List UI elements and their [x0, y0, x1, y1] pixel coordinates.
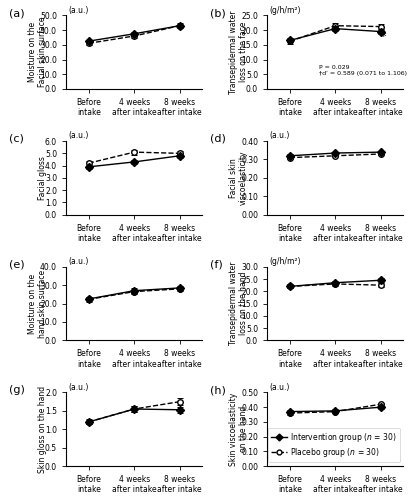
Text: (e): (e) [9, 260, 25, 270]
Y-axis label: Skin viscoelasticity
on the hand: Skin viscoelasticity on the hand [229, 392, 248, 466]
Y-axis label: Facial skin
viscoelasticity: Facial skin viscoelasticity [229, 150, 248, 205]
Text: (g/h/m²): (g/h/m²) [270, 257, 301, 266]
Text: (a.u.): (a.u.) [69, 132, 89, 140]
Y-axis label: Transepidermal water
loss on the face: Transepidermal water loss on the face [229, 10, 248, 94]
Text: (a.u.): (a.u.) [270, 132, 290, 140]
Legend: Intervention group ($n$ = 30), Placebo group ($n$ = 30): Intervention group ($n$ = 30), Placebo g… [268, 428, 400, 462]
Text: (f): (f) [210, 260, 222, 270]
Text: (a): (a) [9, 8, 25, 18]
Text: (a.u.): (a.u.) [69, 6, 89, 15]
Y-axis label: Moisture on the
Facial skin surface: Moisture on the Facial skin surface [27, 17, 47, 88]
Text: (h): (h) [210, 385, 226, 395]
Text: (d): (d) [210, 134, 226, 143]
Y-axis label: Facial gloss: Facial gloss [38, 156, 47, 200]
Text: (a.u.): (a.u.) [270, 382, 290, 392]
Text: (g/h/m²): (g/h/m²) [270, 6, 301, 15]
Text: (c): (c) [9, 134, 24, 143]
Text: P = 0.029
†dʹ = 0.589 (0.071 to 1.106): P = 0.029 †dʹ = 0.589 (0.071 to 1.106) [319, 66, 407, 76]
Y-axis label: Skin gloss on the hand: Skin gloss on the hand [38, 386, 47, 473]
Y-axis label: Moisture on the
hand skin surface: Moisture on the hand skin surface [27, 270, 47, 338]
Text: (a.u.): (a.u.) [69, 257, 89, 266]
Text: (a.u.): (a.u.) [69, 382, 89, 392]
Y-axis label: Transepidermal water
loss on the hand: Transepidermal water loss on the hand [229, 262, 248, 345]
Text: *: * [381, 32, 386, 42]
Text: (g): (g) [9, 385, 25, 395]
Text: (b): (b) [210, 8, 226, 18]
